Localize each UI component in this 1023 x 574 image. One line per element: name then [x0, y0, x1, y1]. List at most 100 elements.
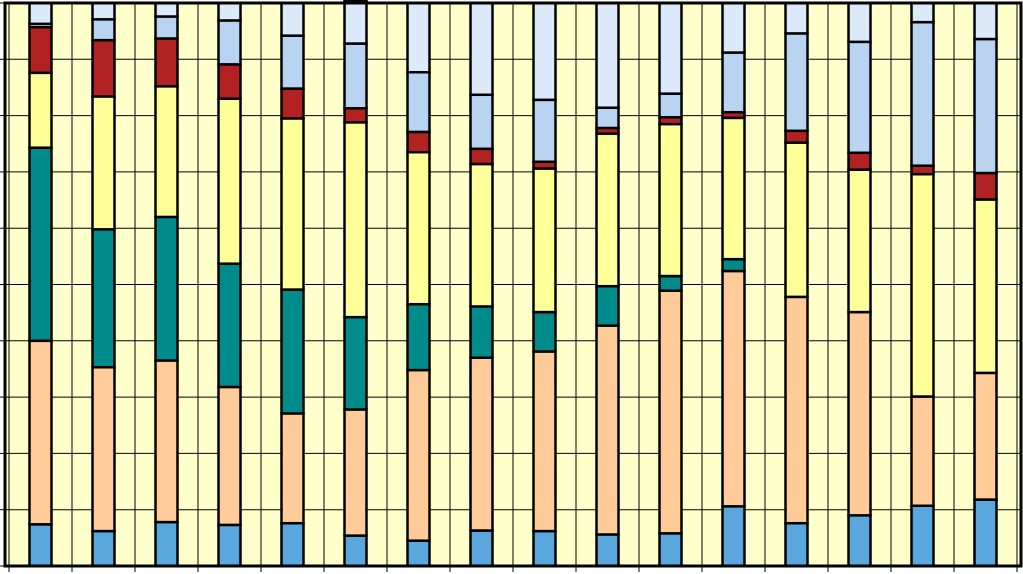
bar-segment — [28, 25, 53, 75]
bar-segment — [406, 368, 431, 542]
bar-segment — [406, 539, 431, 568]
bar-segment — [784, 141, 809, 299]
bar-segment — [91, 18, 116, 42]
bar-segment — [154, 15, 179, 40]
bar-segment — [973, 371, 998, 501]
bar-segment — [91, 95, 116, 231]
bar-segment — [658, 289, 683, 535]
bar-segment — [406, 1, 431, 74]
plot-border — [3, 1, 1023, 568]
bar-segment — [469, 356, 494, 532]
bar-segment — [469, 162, 494, 308]
bar-segment — [721, 257, 746, 273]
bar-segment — [469, 1, 494, 97]
bar-segment — [154, 359, 179, 524]
bar-segment — [28, 146, 53, 343]
bar-segment — [784, 32, 809, 133]
bar-segment — [847, 40, 872, 155]
bar-segment — [973, 198, 998, 375]
bar-segment — [406, 150, 431, 306]
bar-segment — [532, 1, 557, 102]
bar-segment — [91, 228, 116, 369]
bar-segment — [154, 1, 179, 18]
bar-segment — [532, 98, 557, 164]
bar-segment — [343, 42, 368, 110]
bar-segment — [721, 51, 746, 114]
bar-segment — [280, 117, 305, 291]
bar-segment — [532, 310, 557, 353]
bar-segment — [280, 1, 305, 37]
bar-segment — [532, 529, 557, 568]
bar-segment — [658, 122, 683, 278]
bar-segment — [595, 132, 620, 288]
bar-segment — [910, 504, 935, 568]
bar-segment — [343, 408, 368, 537]
bar-segment — [910, 20, 935, 167]
bar-segment — [973, 498, 998, 568]
bar-segment — [217, 1, 242, 22]
bar-segment — [280, 87, 305, 120]
bar-segment — [910, 164, 935, 176]
bar-segment — [721, 505, 746, 568]
bar-segment — [406, 70, 431, 134]
bar-segment — [154, 520, 179, 568]
bar-segment — [973, 171, 998, 201]
bar-segment — [847, 151, 872, 171]
bar-segment — [595, 324, 620, 536]
bar-segment — [217, 385, 242, 527]
bar-segment — [847, 310, 872, 517]
bar-segment — [658, 532, 683, 568]
bar-segment — [721, 1, 746, 54]
bar-segment — [469, 93, 494, 151]
bar-segment — [217, 97, 242, 265]
bar-segment — [721, 116, 746, 261]
bar-segment — [343, 534, 368, 568]
bar-segment — [28, 1, 53, 26]
bar-segment — [280, 34, 305, 90]
bar-segment — [658, 274, 683, 292]
bar-segment — [721, 269, 746, 508]
bar-segment — [973, 1, 998, 41]
bar-segment — [595, 1, 620, 109]
bar-segment — [217, 262, 242, 389]
bar-segment — [784, 295, 809, 525]
bar-segment — [595, 284, 620, 327]
bar-segment — [532, 350, 557, 533]
bar-segment — [154, 215, 179, 362]
bar-segment — [910, 1, 935, 24]
bar-segment — [91, 529, 116, 568]
bar-segment — [784, 1, 809, 35]
bar-segment — [217, 19, 242, 66]
bar-segment — [217, 523, 242, 568]
bar-segment — [469, 147, 494, 166]
bar-segment — [784, 129, 809, 144]
bar-segment — [469, 529, 494, 568]
bar-segment — [847, 514, 872, 568]
bar-segment — [847, 1, 872, 44]
bar-segment — [91, 366, 116, 533]
bar-segment — [784, 521, 809, 568]
bar-segment — [847, 168, 872, 314]
bar-segment — [469, 305, 494, 359]
bar-segment — [658, 1, 683, 95]
bar-segment — [658, 92, 683, 119]
bar-segment — [343, 121, 368, 319]
bar-segment — [217, 63, 242, 100]
bar-segment — [154, 37, 179, 88]
bar-segment — [28, 339, 53, 526]
bar-segment — [595, 533, 620, 568]
bar-segment — [406, 130, 431, 154]
bar-segment — [595, 106, 620, 130]
bar-segment — [910, 172, 935, 398]
bar-segment — [91, 38, 116, 98]
bar-segment — [973, 37, 998, 175]
bar-segment — [154, 85, 179, 219]
bar-segment — [280, 412, 305, 525]
bar-segment — [343, 107, 368, 124]
bar-segment — [343, 315, 368, 411]
bar-segment — [280, 288, 305, 415]
bar-segment — [91, 1, 116, 21]
bar-segment — [910, 395, 935, 508]
